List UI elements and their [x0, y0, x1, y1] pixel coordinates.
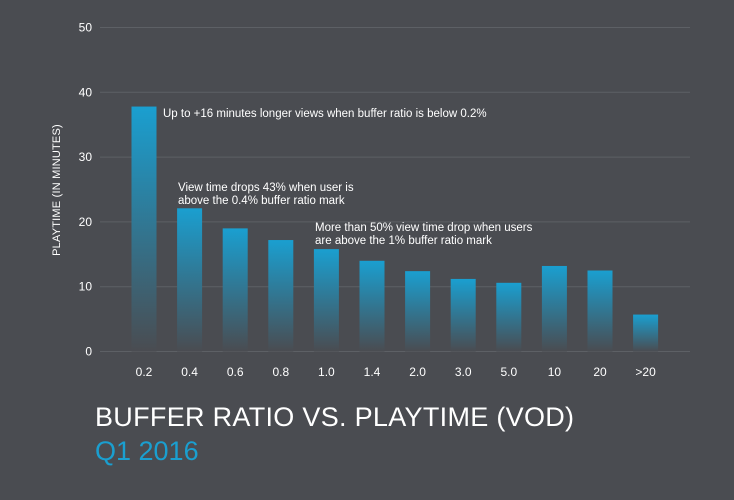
y-tick-label: 20: [79, 215, 93, 229]
x-tick-label: 10: [548, 365, 562, 379]
x-tick-label: 0.4: [181, 365, 198, 379]
y-tick-label: 50: [79, 21, 93, 35]
x-tick-label: 0.6: [227, 365, 244, 379]
bar: [131, 106, 157, 352]
bar: [450, 278, 476, 352]
bar: [405, 271, 431, 352]
y-tick-label: 10: [79, 280, 93, 294]
x-tick-label: 3.0: [455, 365, 472, 379]
annotation: View time drops 43% when user is above th…: [178, 182, 354, 207]
y-tick-label: 0: [85, 345, 92, 359]
x-tick-label: >20: [635, 365, 656, 379]
bar: [177, 208, 203, 352]
bar: [222, 228, 248, 352]
x-tick-label: 1.0: [318, 365, 335, 379]
bar: [587, 270, 613, 352]
y-axis-ticks: 0 10 20 30 40 50: [79, 21, 93, 359]
annotations: Up to +16 minutes longer views when buff…: [163, 108, 533, 247]
x-tick-label: 20: [593, 365, 607, 379]
chart-subtitle: Q1 2016: [95, 436, 199, 466]
y-tick-label: 30: [79, 150, 93, 164]
bar: [633, 314, 659, 352]
annotation: More than 50% view time drop when users a…: [315, 222, 533, 247]
bar: [541, 265, 567, 352]
x-tick-label: 2.0: [409, 365, 426, 379]
bars: [131, 106, 659, 352]
y-tick-label: 40: [79, 85, 93, 99]
x-tick-label: 5.0: [500, 365, 517, 379]
x-tick-label: 0.8: [272, 365, 289, 379]
x-tick-label: 1.4: [364, 365, 381, 379]
chart-title: BUFFER RATIO VS. PLAYTIME (VOD): [95, 402, 575, 432]
bar: [268, 240, 294, 352]
bar: [359, 260, 385, 352]
bar: [313, 249, 339, 352]
annotation: Up to +16 minutes longer views when buff…: [163, 108, 487, 120]
x-tick-label: 0.2: [136, 365, 153, 379]
bar: [496, 282, 522, 352]
y-axis-label: PLAYTIME (IN MINUTES): [51, 124, 63, 256]
x-axis-ticks: 0.2 0.4 0.6 0.8 1.0 1.4 2.0 3.0 5.0 10 20 >20: [136, 365, 656, 379]
